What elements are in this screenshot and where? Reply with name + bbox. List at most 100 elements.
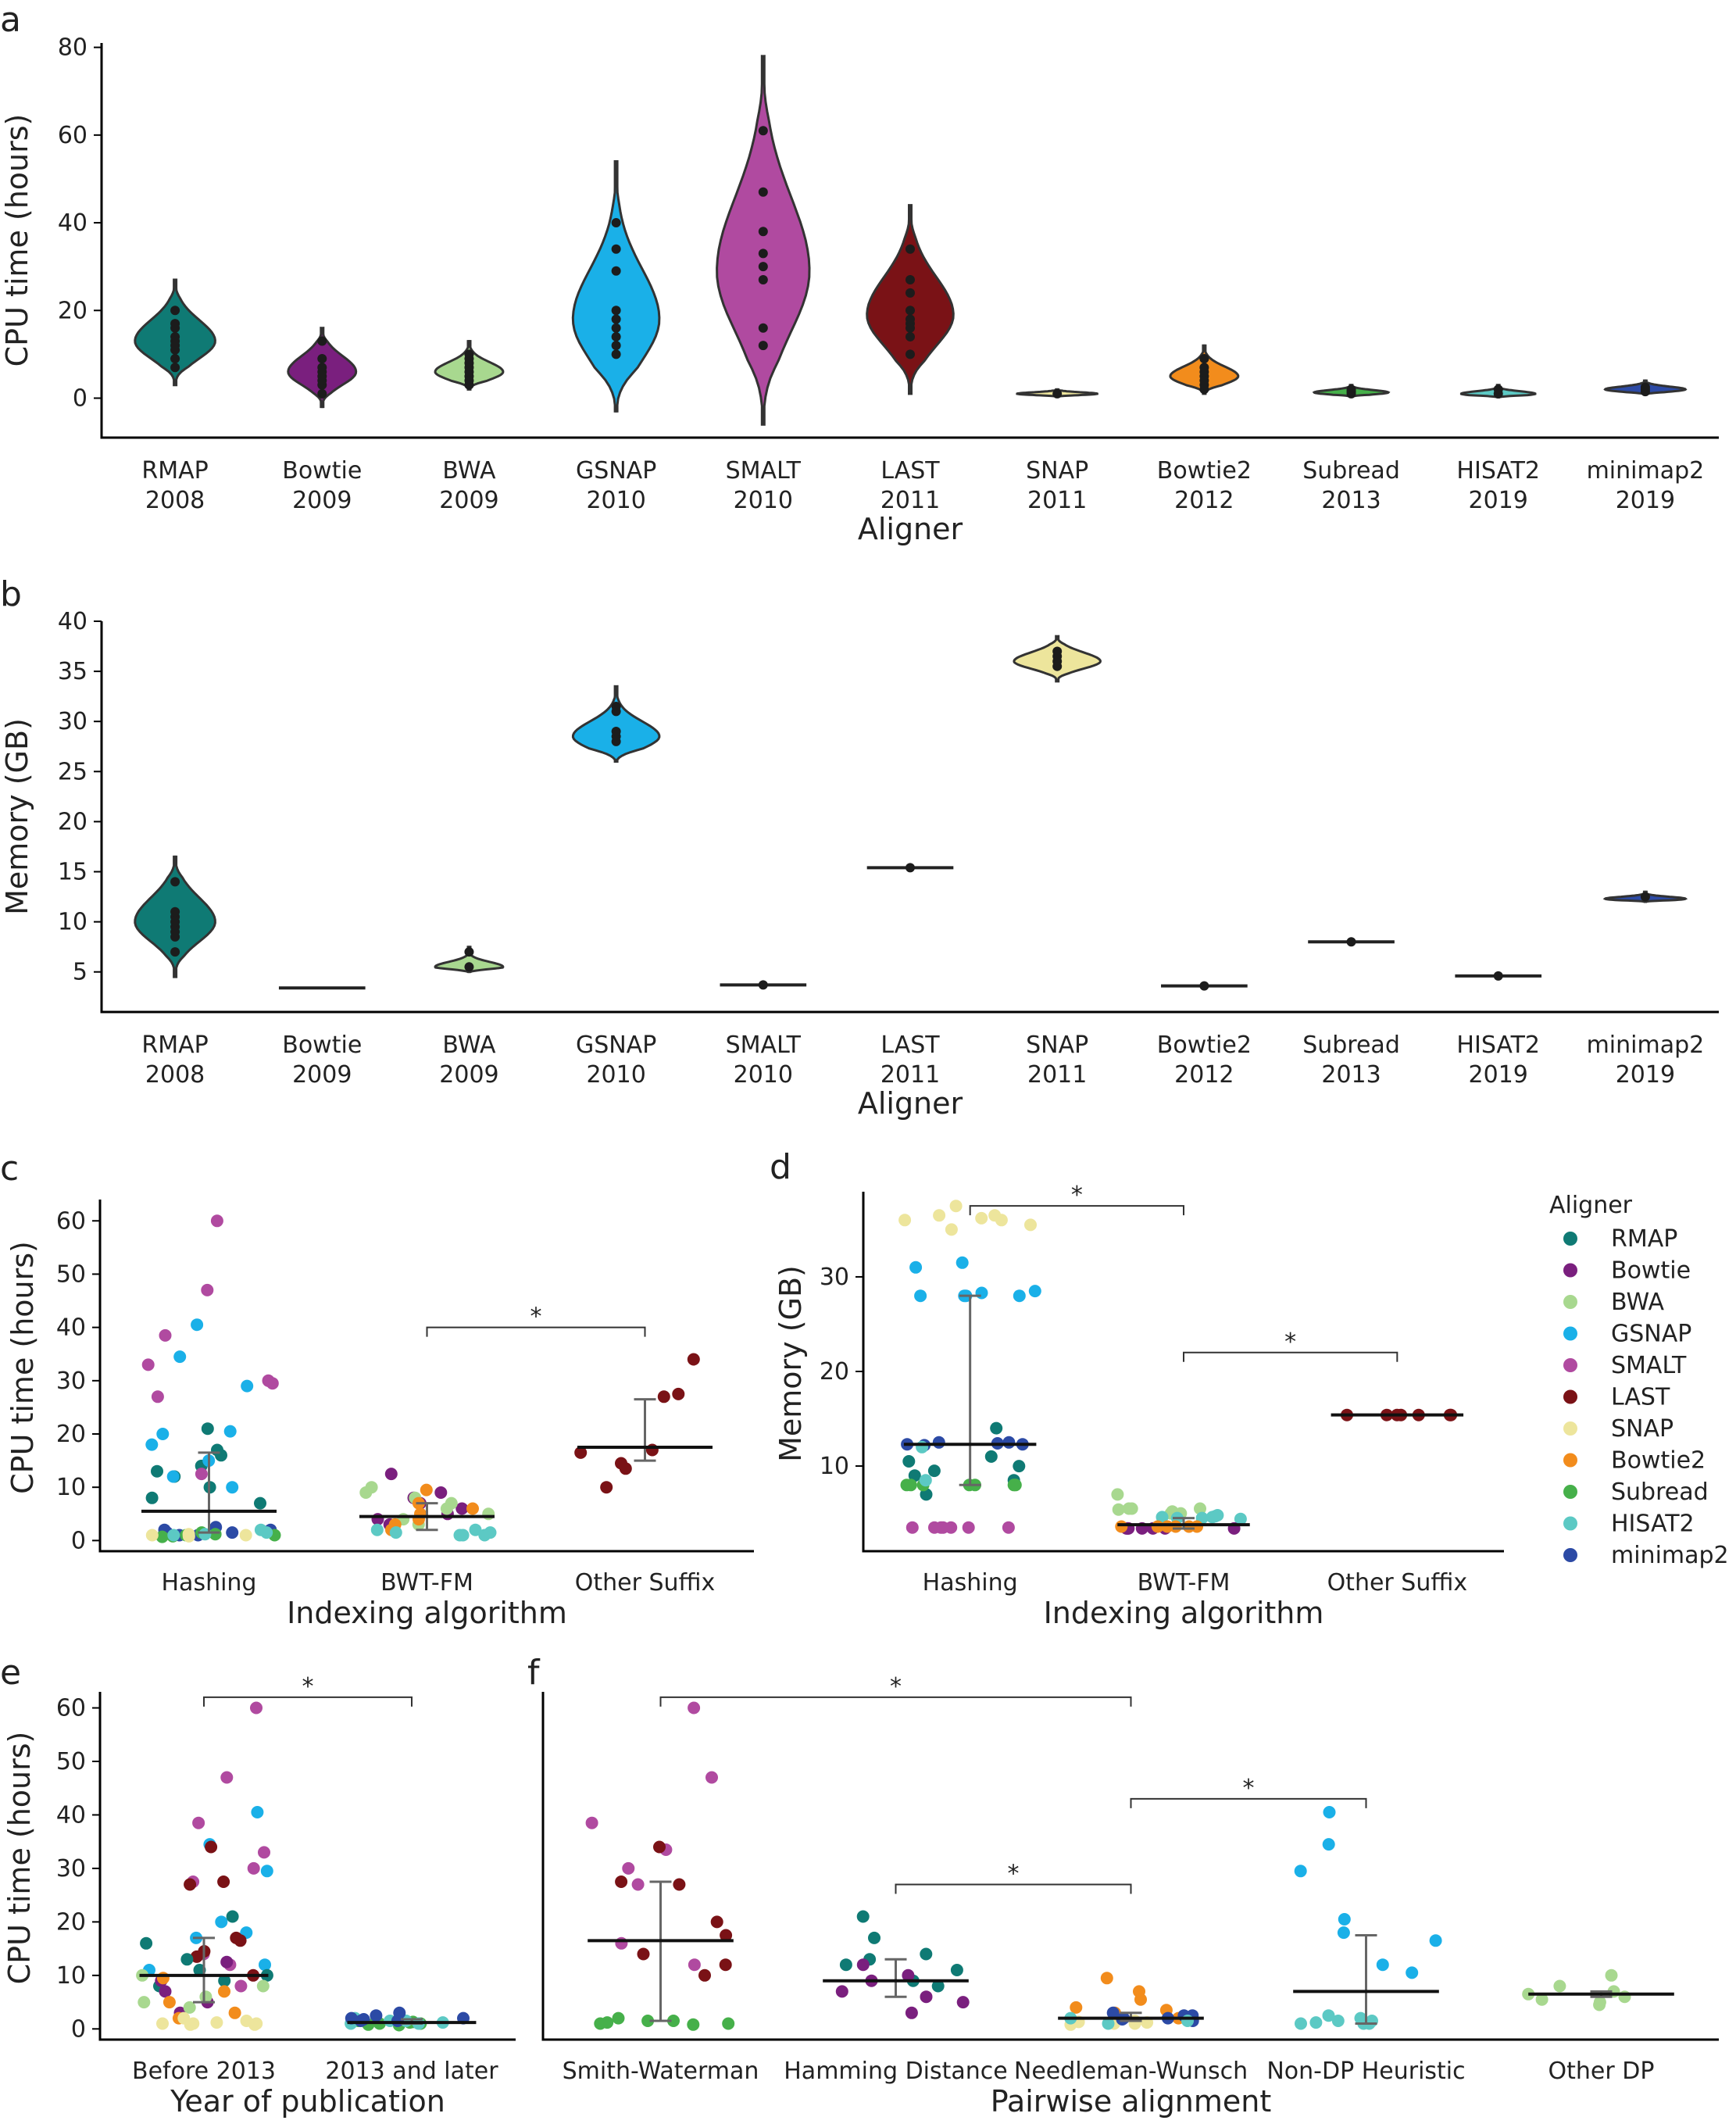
data-point bbox=[673, 1878, 686, 1891]
data-point bbox=[184, 1878, 197, 1891]
data-point bbox=[145, 1438, 159, 1451]
legend-item-bowtie: Bowtie bbox=[1611, 1257, 1691, 1285]
violin-point bbox=[611, 701, 621, 711]
violin-snap bbox=[1013, 635, 1102, 683]
x-tick-year: 2010 bbox=[586, 487, 645, 514]
y-tick-label: 60 bbox=[58, 122, 88, 149]
y-tick-label: 15 bbox=[58, 859, 88, 886]
violin-point bbox=[906, 306, 915, 316]
x-tick-label: GSNAP bbox=[576, 1032, 656, 1059]
violin-point bbox=[170, 354, 180, 363]
data-point bbox=[688, 1701, 701, 1715]
axis-frame bbox=[98, 1200, 754, 1553]
data-point bbox=[1112, 1503, 1125, 1516]
data-point bbox=[984, 1450, 998, 1463]
data-point bbox=[1376, 1958, 1389, 1972]
data-point bbox=[641, 2015, 655, 2027]
significance-star: * bbox=[1071, 1182, 1083, 1209]
data-point bbox=[1295, 2017, 1307, 2030]
data-point bbox=[138, 1996, 151, 2009]
data-point bbox=[1194, 1502, 1206, 1515]
x-tick-label: Bowtie2 bbox=[1157, 457, 1252, 485]
data-point bbox=[657, 1390, 670, 1403]
data-point bbox=[420, 1483, 433, 1496]
data-point bbox=[962, 1521, 975, 1534]
data-point bbox=[260, 1865, 273, 1878]
x-tick-label: RMAP bbox=[141, 1032, 208, 1059]
violin-subread bbox=[1308, 937, 1395, 947]
data-point bbox=[950, 1964, 963, 1976]
data-point bbox=[927, 1464, 941, 1478]
violin-point bbox=[464, 947, 474, 957]
data-point bbox=[254, 1523, 267, 1536]
data-point bbox=[1115, 1520, 1128, 1533]
data-point bbox=[839, 1958, 852, 1972]
significance-star: * bbox=[530, 1303, 542, 1331]
significance-bracket bbox=[203, 1696, 413, 1707]
violin-point bbox=[758, 187, 768, 197]
data-point bbox=[220, 1771, 234, 1784]
violin-point bbox=[906, 331, 915, 341]
data-point bbox=[199, 1990, 213, 2004]
data-point bbox=[182, 1528, 195, 1541]
violin-point bbox=[170, 363, 180, 373]
x-tick-label: minimap2 bbox=[1587, 1032, 1705, 1059]
data-point bbox=[698, 1968, 711, 1982]
data-point bbox=[234, 1979, 248, 1993]
y-tick-label: 40 bbox=[58, 608, 88, 635]
y-tick-label: 5 bbox=[73, 959, 88, 986]
data-point bbox=[248, 2018, 261, 2031]
violin-mark bbox=[716, 55, 811, 426]
y-axis-label: Memory (GB) bbox=[0, 718, 34, 915]
legend-swatch bbox=[1563, 1548, 1577, 1562]
x-tick-label: Other Suffix bbox=[575, 1569, 716, 1597]
y-tick-label: 50 bbox=[56, 1748, 86, 1775]
violin-last bbox=[866, 863, 954, 873]
data-point bbox=[201, 1283, 214, 1296]
data-point bbox=[615, 1936, 628, 1950]
x-tick-label: HISAT2 bbox=[1456, 457, 1540, 485]
legend-swatch bbox=[1563, 1485, 1577, 1499]
violin-point bbox=[611, 306, 621, 316]
violin-point bbox=[906, 863, 915, 873]
significance-bracket bbox=[1183, 1351, 1398, 1362]
x-tick-year: 2009 bbox=[292, 1061, 352, 1089]
y-tick-label: 50 bbox=[56, 1260, 86, 1288]
x-tick-label: SNAP bbox=[1026, 457, 1088, 485]
legend-swatch bbox=[1563, 1326, 1577, 1341]
data-point bbox=[687, 2018, 700, 2031]
significance-star: * bbox=[890, 1673, 902, 1700]
data-point bbox=[1070, 2001, 1083, 2014]
y-tick-label: 40 bbox=[56, 1801, 86, 1829]
axis-frame bbox=[98, 1692, 516, 2041]
data-point bbox=[239, 1529, 252, 1542]
data-point bbox=[975, 1211, 988, 1225]
violin-point bbox=[611, 266, 621, 276]
data-point bbox=[928, 1521, 941, 1534]
data-point bbox=[1106, 2006, 1120, 2019]
x-tick-label: Hamming Distance bbox=[784, 2058, 1008, 2085]
data-point bbox=[1322, 1838, 1335, 1851]
x-tick-year: 2008 bbox=[145, 487, 205, 514]
violin-point bbox=[1199, 363, 1209, 373]
data-point bbox=[667, 2015, 680, 2027]
data-point bbox=[931, 1979, 945, 1993]
violin-point bbox=[758, 341, 768, 351]
data-point bbox=[210, 2016, 223, 2029]
violin-point bbox=[317, 363, 327, 373]
x-tick-year: 2011 bbox=[1027, 487, 1087, 514]
x-tick-label: LAST bbox=[881, 1032, 940, 1059]
data-point bbox=[156, 2017, 169, 2030]
legend: Aligner RMAP Bowtie BWA GSNAP SMALT LAST SNAP Bo… bbox=[1549, 1192, 1729, 1569]
data-point bbox=[908, 1469, 921, 1482]
violin-hisat2 bbox=[1459, 384, 1537, 399]
legend-item-minimap2: minimap2 bbox=[1611, 1542, 1729, 1569]
data-point bbox=[466, 1502, 479, 1515]
violin-mark bbox=[571, 685, 661, 763]
x-axis-label: Aligner bbox=[858, 1086, 963, 1121]
data-point bbox=[1024, 1218, 1037, 1232]
y-tick-label: 0 bbox=[71, 1527, 86, 1554]
data-point bbox=[1125, 1502, 1138, 1515]
x-tick-label: Bowtie2 bbox=[1157, 1032, 1252, 1059]
